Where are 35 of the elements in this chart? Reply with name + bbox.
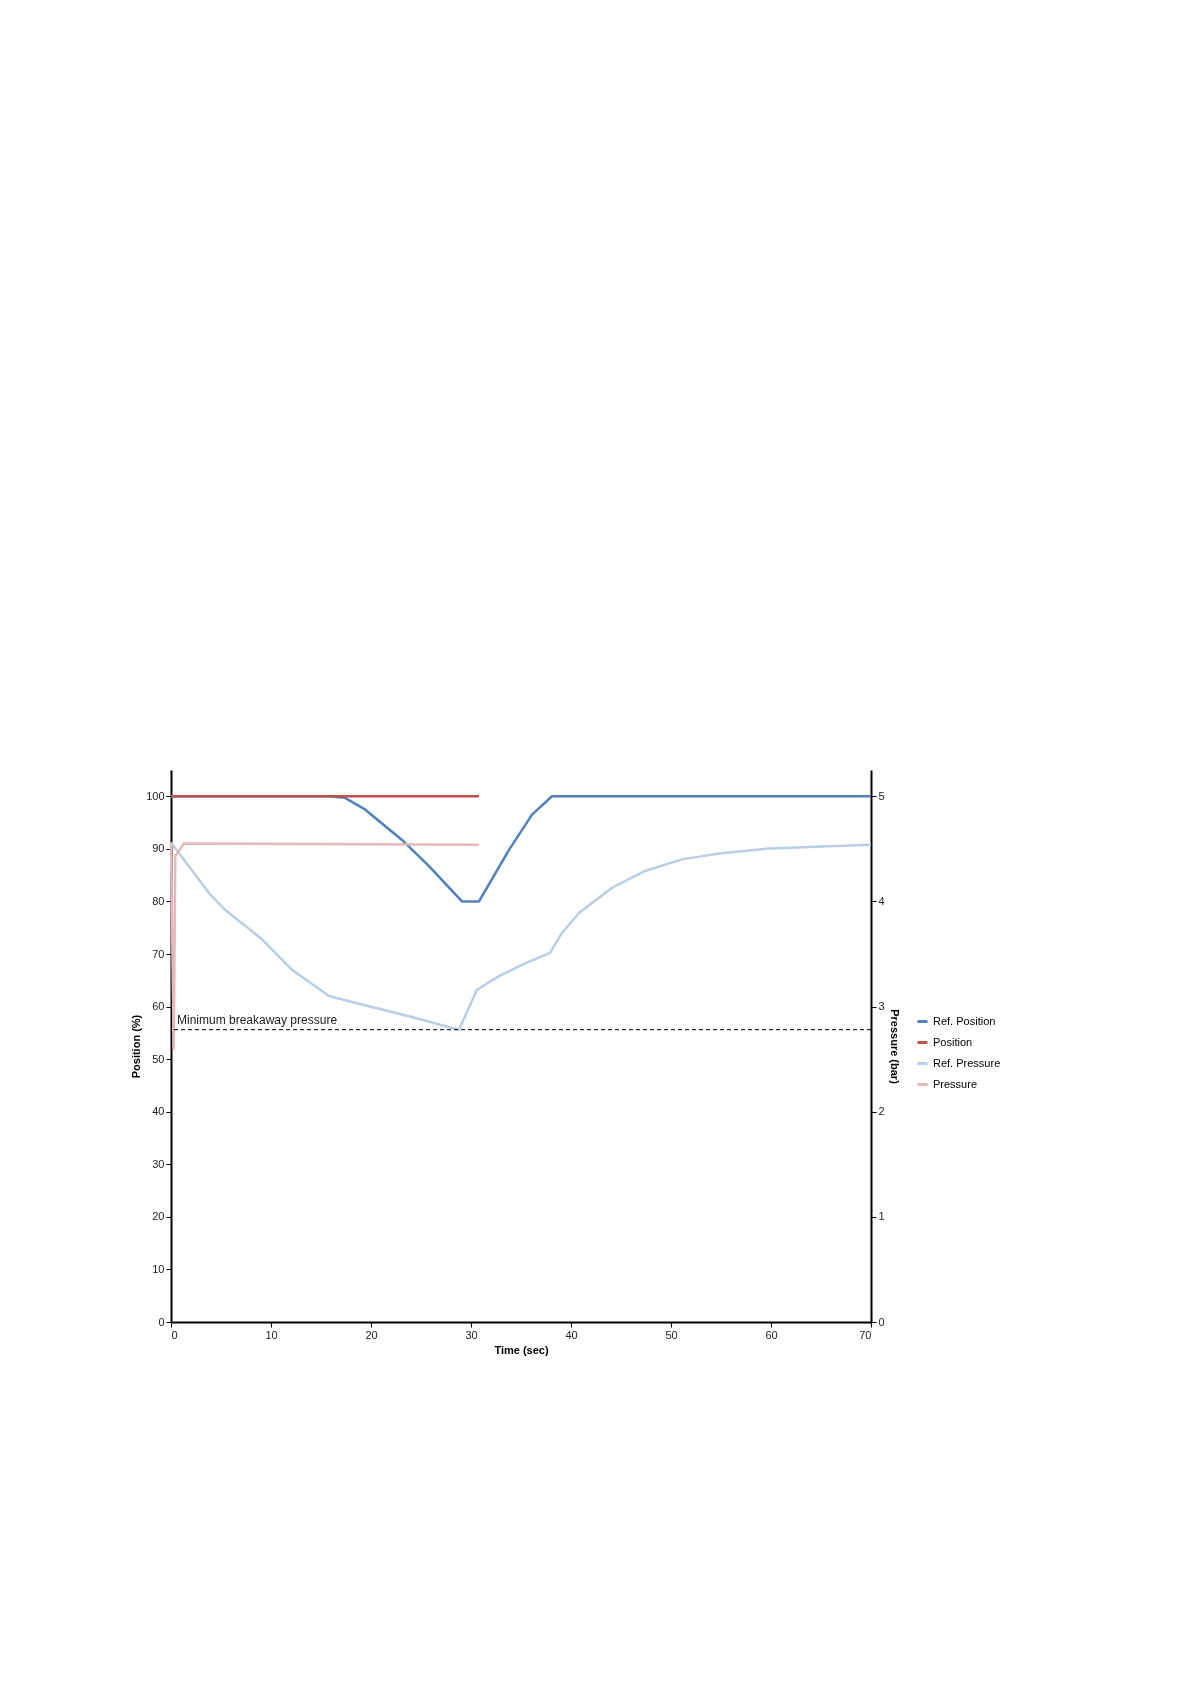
y-tick-label: 20: [152, 1210, 165, 1223]
y-tick-label: 100: [146, 789, 165, 802]
x-tick-label: 40: [565, 1328, 578, 1341]
x-tick-label: 0: [171, 1328, 178, 1341]
y-tick-label: 70: [152, 947, 165, 960]
line-series: [169, 841, 873, 1031]
x-tick-label: 70: [859, 1328, 872, 1341]
y2-tick-label: 1: [878, 1210, 885, 1223]
x-tick-label: 50: [665, 1328, 678, 1341]
x-tick-label: 60: [765, 1328, 778, 1341]
y-axis-title: Position (%): [130, 1014, 143, 1079]
y-tick-label: 60: [152, 1000, 165, 1013]
y-tick-label: 0: [158, 1315, 165, 1328]
y2-tick-label: 4: [878, 894, 885, 907]
y-tick-label: 90: [152, 842, 165, 855]
legend-label: Ref. Pressure: [933, 1056, 1001, 1069]
x-tick-label: 30: [465, 1328, 478, 1341]
line-series: [169, 841, 481, 1050]
ref-line-label: Minimum breakaway pressure: [177, 1012, 338, 1027]
legend-label: Position: [933, 1035, 973, 1048]
y-tick-label: 40: [152, 1105, 165, 1118]
y-tick-label: 50: [152, 1052, 165, 1065]
x-tick-label: 10: [265, 1328, 278, 1341]
legend-label: Ref. Position: [933, 1014, 996, 1027]
y2-axis-title: Pressure (bar): [888, 1009, 901, 1085]
y2-tick-label: 3: [878, 1000, 885, 1013]
legend-label: Pressure: [933, 1077, 978, 1090]
x-tick-label: 20: [365, 1328, 378, 1341]
y2-tick-label: 0: [878, 1315, 885, 1328]
y-tick-label: 10: [152, 1262, 165, 1275]
y-tick-label: 80: [152, 894, 165, 907]
y-tick-label: 30: [152, 1157, 165, 1170]
y2-tick-label: 2: [878, 1105, 885, 1118]
x-axis-title: Time (sec): [494, 1343, 549, 1356]
y2-tick-label: 5: [878, 789, 885, 802]
